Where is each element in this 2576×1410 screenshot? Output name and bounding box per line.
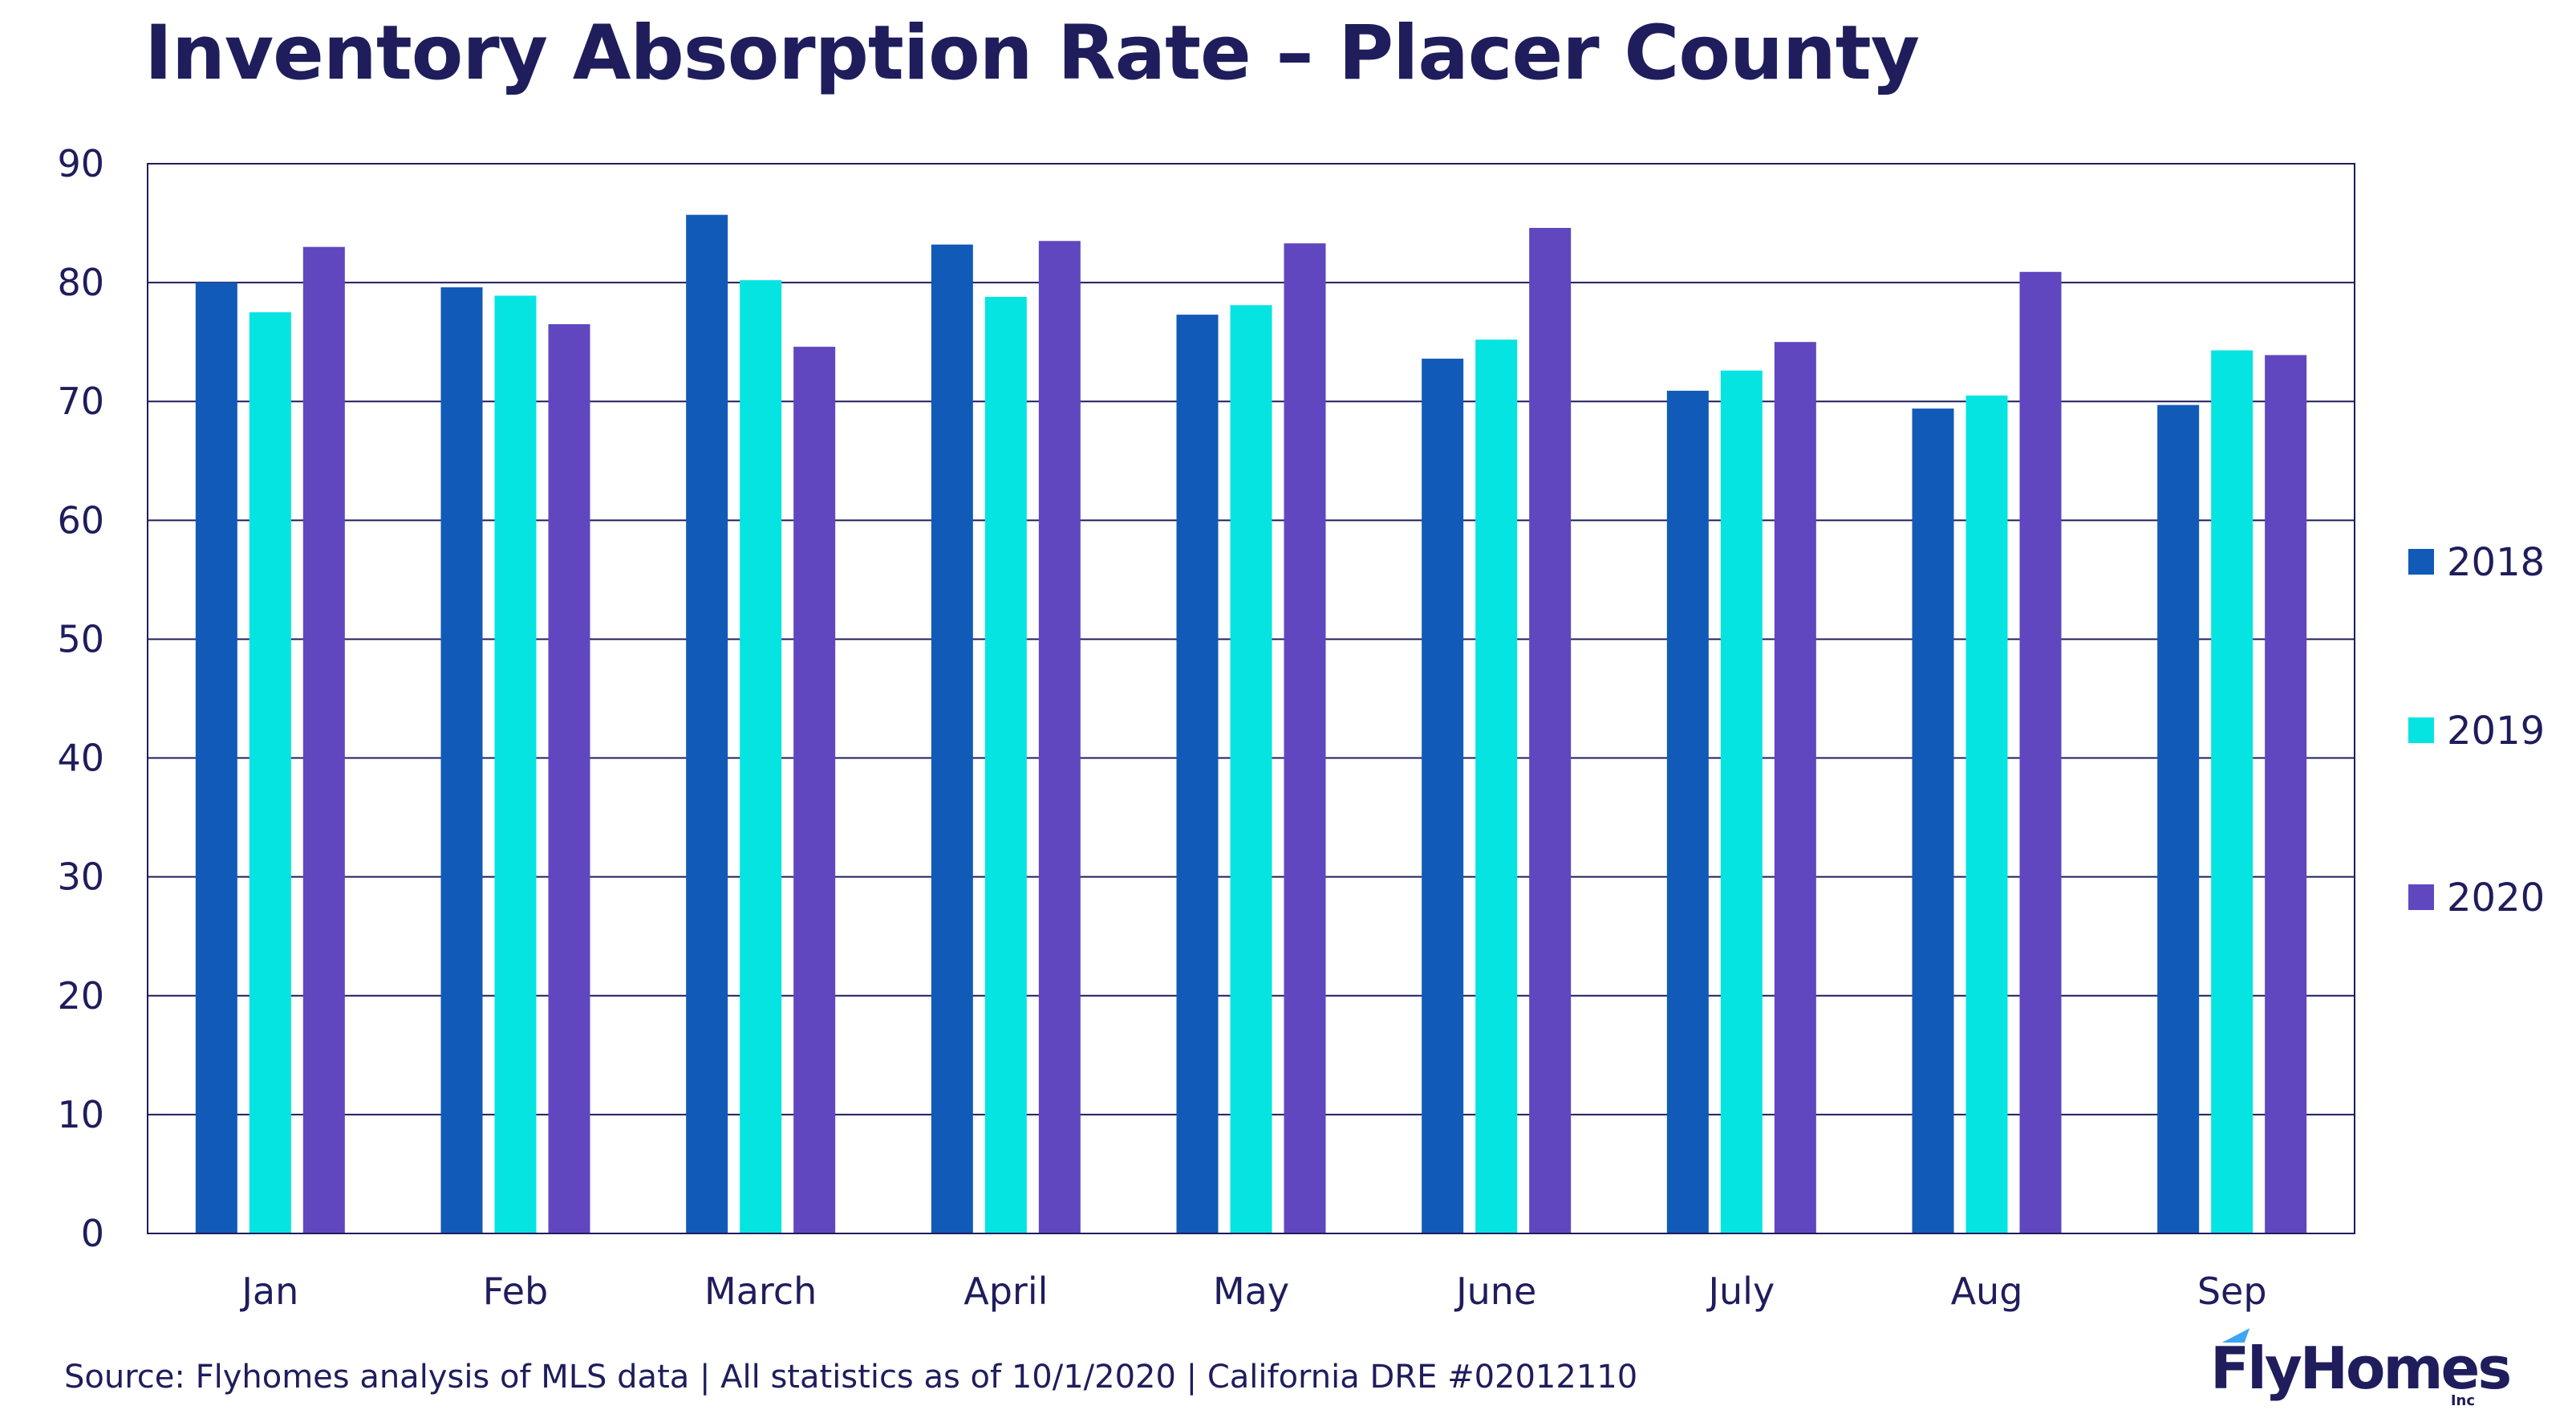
x-tick-label: April bbox=[963, 1270, 1048, 1313]
bar-2018-Jan bbox=[195, 282, 237, 1234]
bar-2020-Jan bbox=[302, 246, 345, 1234]
bar-2019-Feb bbox=[494, 295, 537, 1233]
plot-frame bbox=[147, 163, 2355, 1234]
y-tick-label: 50 bbox=[57, 617, 104, 660]
legend-label-2018: 2018 bbox=[2447, 540, 2545, 585]
legend-swatch-2019 bbox=[2408, 717, 2434, 743]
bar-2018-March bbox=[686, 214, 728, 1234]
bar-2018-April bbox=[931, 244, 973, 1233]
y-tick-label: 70 bbox=[57, 380, 104, 423]
axes: 0 10 20 30 40 50 60 70 80 90 Jan Feb March April May Ju… bbox=[57, 142, 2355, 1313]
bar-2018-Feb bbox=[440, 287, 483, 1234]
bar-2019-Sep bbox=[2211, 350, 2253, 1234]
legend-label-2019: 2019 bbox=[2447, 709, 2545, 754]
chart-title: Inventory Absorption Rate – Placer Count… bbox=[144, 10, 1920, 97]
bar-2018-Sep bbox=[2157, 404, 2200, 1234]
y-tick-label: 90 bbox=[57, 142, 104, 185]
bar-2018-Aug bbox=[1912, 408, 1954, 1233]
legend-swatch-2020 bbox=[2408, 884, 2434, 910]
y-tick-label: 60 bbox=[57, 498, 104, 542]
y-tick-label: 20 bbox=[57, 974, 104, 1018]
bar-2019-April bbox=[984, 296, 1027, 1234]
bar-2020-May bbox=[1284, 243, 1326, 1234]
bar-2019-March bbox=[740, 280, 782, 1233]
y-tick-label: 40 bbox=[57, 737, 104, 780]
bar-2018-June bbox=[1422, 358, 1464, 1233]
x-tick-label: Jan bbox=[239, 1270, 298, 1313]
legend-label-2020: 2020 bbox=[2447, 876, 2545, 920]
source-note: Source: Flyhomes analysis of MLS data | … bbox=[64, 1359, 1638, 1396]
bar-2020-March bbox=[793, 347, 836, 1234]
y-tick-label: 80 bbox=[57, 261, 104, 304]
y-tick-label: 0 bbox=[81, 1212, 104, 1255]
x-tick-label: March bbox=[704, 1270, 817, 1313]
bar-2018-May bbox=[1176, 315, 1219, 1234]
bar-2020-June bbox=[1529, 227, 1572, 1234]
bar-2020-Sep bbox=[2265, 355, 2307, 1234]
x-tick-label: Feb bbox=[483, 1270, 548, 1313]
flyhomes-logo: FlyHomes Inc bbox=[2210, 1328, 2512, 1409]
logo-wordmark: FlyHomes bbox=[2210, 1335, 2512, 1402]
bars bbox=[195, 214, 2307, 1234]
x-tick-label: May bbox=[1213, 1270, 1289, 1313]
bar-2019-Aug bbox=[1965, 395, 2008, 1234]
x-tick-label: Sep bbox=[2197, 1270, 2267, 1313]
logo-suffix: Inc bbox=[2450, 1392, 2475, 1409]
legend: 2018 2019 2020 bbox=[2408, 540, 2545, 920]
bar-2019-Jan bbox=[249, 312, 291, 1233]
bar-2020-Aug bbox=[2019, 271, 2062, 1233]
bar-2019-May bbox=[1230, 305, 1272, 1234]
x-tick-label: Aug bbox=[1951, 1270, 2023, 1313]
bar-2019-June bbox=[1475, 339, 1518, 1233]
y-tick-label: 30 bbox=[57, 855, 104, 899]
bar-2020-April bbox=[1038, 241, 1081, 1233]
bar-2020-Feb bbox=[548, 323, 590, 1234]
bar-2020-July bbox=[1774, 342, 1816, 1234]
x-tick-label: July bbox=[1706, 1270, 1775, 1313]
legend-swatch-2018 bbox=[2408, 549, 2434, 575]
x-tick-label: June bbox=[1454, 1270, 1536, 1313]
bar-2018-July bbox=[1666, 390, 1709, 1233]
bar-2019-July bbox=[1720, 370, 1763, 1233]
y-tick-label: 10 bbox=[57, 1093, 104, 1136]
